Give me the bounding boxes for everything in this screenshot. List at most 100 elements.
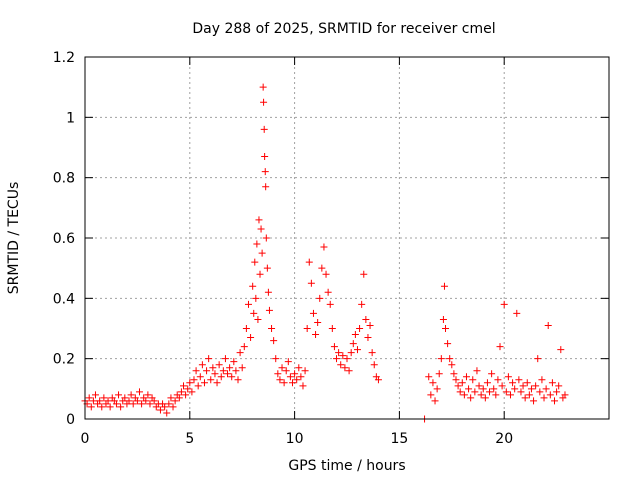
data-point bbox=[349, 340, 357, 348]
data-point bbox=[368, 349, 376, 357]
data-point bbox=[452, 376, 460, 384]
data-point bbox=[188, 388, 196, 396]
data-point bbox=[217, 373, 225, 381]
data-point bbox=[98, 403, 106, 411]
data-point bbox=[542, 385, 550, 393]
data-point bbox=[557, 346, 565, 354]
data-point bbox=[515, 376, 523, 384]
data-point bbox=[370, 361, 378, 369]
data-point bbox=[555, 382, 563, 390]
data-point bbox=[121, 394, 129, 402]
data-point bbox=[462, 373, 470, 381]
data-point bbox=[156, 406, 164, 414]
y-axis-label: SRMTID / TECUs bbox=[6, 182, 22, 295]
data-point bbox=[309, 309, 317, 317]
data-point bbox=[366, 321, 374, 329]
data-point bbox=[540, 394, 548, 402]
data-point bbox=[215, 361, 223, 369]
data-point bbox=[205, 355, 213, 363]
data-point bbox=[167, 394, 175, 402]
data-point bbox=[192, 367, 200, 375]
data-point bbox=[553, 388, 561, 396]
data-point bbox=[182, 391, 190, 399]
x-tick-label: 20 bbox=[495, 431, 513, 447]
data-point bbox=[347, 349, 355, 357]
x-tick-label: 15 bbox=[390, 431, 408, 447]
data-point bbox=[265, 306, 273, 314]
data-point bbox=[498, 382, 506, 390]
data-point bbox=[335, 349, 343, 357]
data-point bbox=[297, 373, 305, 381]
data-point bbox=[252, 294, 260, 302]
data-point bbox=[224, 370, 232, 378]
data-point bbox=[112, 400, 120, 408]
data-point bbox=[127, 391, 135, 399]
data-point bbox=[171, 397, 179, 405]
data-point bbox=[467, 394, 475, 402]
data-point bbox=[492, 391, 500, 399]
data-point bbox=[251, 258, 259, 266]
data-point bbox=[196, 373, 204, 381]
data-point bbox=[339, 352, 347, 360]
points-layer bbox=[81, 83, 569, 423]
data-point bbox=[282, 367, 290, 375]
data-point bbox=[477, 391, 485, 399]
data-point bbox=[228, 373, 236, 381]
data-point bbox=[333, 355, 341, 363]
data-point bbox=[429, 379, 437, 387]
data-point bbox=[437, 355, 445, 363]
data-point bbox=[96, 397, 104, 405]
data-point bbox=[523, 379, 531, 387]
data-point bbox=[138, 400, 146, 408]
data-point bbox=[456, 388, 464, 396]
data-point bbox=[314, 318, 322, 326]
data-point bbox=[364, 334, 372, 342]
data-point bbox=[257, 225, 265, 233]
data-point bbox=[454, 382, 462, 390]
data-point bbox=[253, 240, 261, 248]
data-point bbox=[502, 388, 510, 396]
data-point bbox=[504, 373, 512, 381]
data-point bbox=[358, 300, 366, 308]
data-point bbox=[328, 325, 336, 332]
data-point bbox=[263, 264, 271, 272]
data-point bbox=[256, 270, 264, 278]
data-point bbox=[161, 403, 169, 411]
data-point bbox=[509, 379, 517, 387]
data-point bbox=[186, 379, 194, 387]
data-point bbox=[465, 385, 473, 393]
data-point bbox=[260, 125, 268, 133]
data-point bbox=[460, 391, 468, 399]
data-point bbox=[345, 367, 353, 375]
data-point bbox=[286, 373, 294, 381]
data-point bbox=[425, 373, 433, 381]
data-point bbox=[261, 168, 269, 176]
data-point bbox=[473, 367, 481, 375]
y-tick-label: 1.2 bbox=[53, 50, 75, 66]
data-point bbox=[255, 216, 263, 224]
data-point bbox=[330, 343, 338, 351]
data-point bbox=[236, 349, 244, 357]
data-point bbox=[446, 355, 454, 363]
data-point bbox=[91, 391, 99, 399]
data-point bbox=[301, 367, 309, 375]
chart-title: Day 288 of 2025, SRMTID for receiver cme… bbox=[192, 21, 495, 37]
data-point bbox=[471, 388, 479, 396]
data-point bbox=[144, 391, 152, 399]
data-point bbox=[496, 343, 504, 351]
data-point bbox=[270, 337, 278, 345]
data-point bbox=[177, 388, 185, 396]
data-point bbox=[551, 397, 559, 405]
data-point bbox=[324, 288, 332, 296]
data-point bbox=[284, 358, 292, 366]
data-point bbox=[247, 334, 255, 342]
data-point bbox=[115, 391, 123, 399]
x-tick-label: 5 bbox=[185, 431, 194, 447]
data-point bbox=[117, 403, 125, 411]
data-point bbox=[479, 385, 487, 393]
y-tick-label: 0.4 bbox=[53, 291, 75, 307]
data-point bbox=[536, 388, 544, 396]
data-point bbox=[433, 385, 441, 393]
y-tick-label: 0.8 bbox=[53, 171, 75, 187]
data-point bbox=[431, 397, 439, 405]
